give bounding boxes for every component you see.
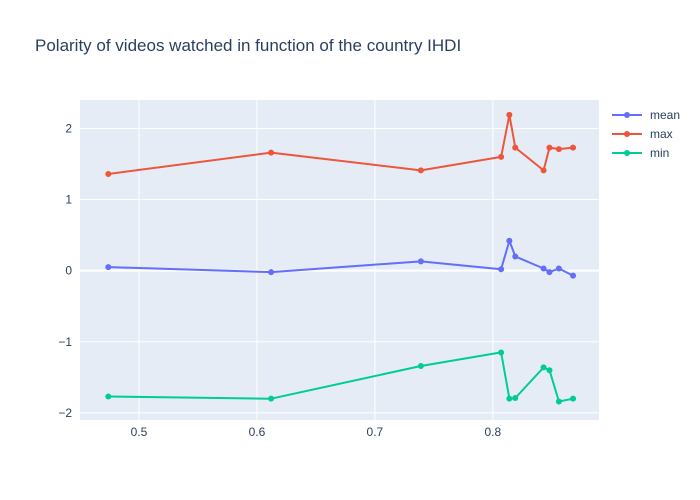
data-point-min <box>105 393 112 400</box>
tick-labels: 0.5 0.6 0.7 0.8 −2 −1 0 1 2 <box>58 121 501 439</box>
data-point-max <box>268 149 275 156</box>
legend-label-max: max <box>650 127 673 141</box>
data-point-mean <box>105 264 112 271</box>
x-tick-label: 0.5 <box>131 425 148 439</box>
data-point-max <box>512 144 519 151</box>
data-point-min <box>268 395 275 402</box>
data-point-max <box>506 111 513 118</box>
series-points <box>105 111 577 405</box>
data-point-mean <box>512 253 519 260</box>
data-point-max <box>555 146 562 153</box>
chart-title: Polarity of videos watched in function o… <box>35 36 461 55</box>
x-tick-label: 0.8 <box>484 425 501 439</box>
data-point-min <box>417 362 424 369</box>
data-point-max <box>417 167 424 174</box>
y-tick-label: 2 <box>65 121 72 135</box>
data-point-min <box>546 367 553 374</box>
data-point-min <box>540 364 547 371</box>
y-tick-label: −1 <box>58 335 72 349</box>
data-point-mean <box>506 237 513 244</box>
y-tick-label: 0 <box>65 264 72 278</box>
y-tick-label: −2 <box>58 406 72 420</box>
legend-marker-mean <box>624 112 630 118</box>
data-point-mean <box>268 269 275 276</box>
data-point-mean <box>546 269 553 276</box>
data-point-max <box>498 153 505 160</box>
data-point-mean <box>498 266 505 273</box>
legend-marker-max <box>624 131 630 137</box>
data-point-max <box>546 144 553 151</box>
data-point-max <box>570 144 577 151</box>
legend-marker-min <box>624 150 630 156</box>
data-point-min <box>555 398 562 405</box>
series-line-max <box>108 113 574 175</box>
data-point-mean <box>555 265 562 272</box>
data-point-mean <box>540 265 547 272</box>
series-line-mean <box>108 239 574 277</box>
y-tick-label: 1 <box>65 193 72 207</box>
data-point-max <box>540 167 547 174</box>
data-point-min <box>570 395 577 402</box>
x-tick-label: 0.6 <box>249 425 266 439</box>
data-point-mean <box>570 272 577 279</box>
legend: mean max min <box>612 108 680 160</box>
data-point-max <box>105 170 112 177</box>
data-point-min <box>512 394 519 401</box>
legend-label-min: min <box>650 146 669 160</box>
data-point-min <box>498 349 505 356</box>
plot-area <box>80 100 599 420</box>
legend-label-mean: mean <box>650 108 680 122</box>
x-tick-label: 0.7 <box>367 425 384 439</box>
data-point-min <box>506 395 513 402</box>
data-point-mean <box>417 258 424 265</box>
